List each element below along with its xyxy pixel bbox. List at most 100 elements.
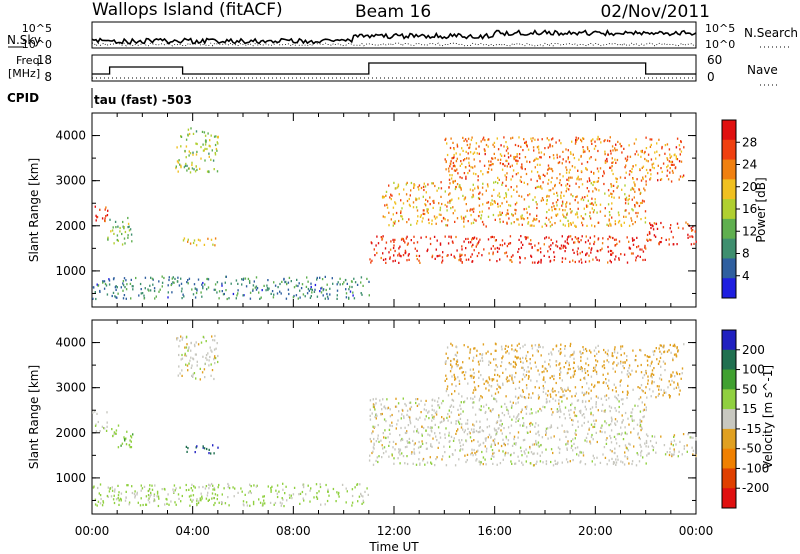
scatter-cell [498, 375, 501, 378]
scatter-cell [474, 386, 476, 389]
scatter-cell [530, 367, 532, 370]
scatter-cell [501, 244, 504, 247]
scatter-cell [578, 241, 580, 244]
scatter-cell [519, 257, 521, 260]
scatter-cell [465, 177, 467, 180]
scatter-cell [567, 236, 569, 239]
scatter-cell [197, 501, 200, 505]
scatter-cell [507, 426, 510, 429]
scatter-cell [138, 294, 140, 297]
scatter-cell [568, 171, 570, 174]
scatter-cell [406, 221, 408, 224]
scatter-cell [608, 379, 610, 382]
scatter-cell [126, 484, 128, 487]
scatter-cell [124, 242, 126, 245]
scatter-cell [171, 277, 173, 280]
scatter-cell [452, 206, 454, 209]
scatter-cell [551, 145, 554, 148]
scatter-cell [656, 172, 659, 175]
scatter-cell [222, 293, 225, 296]
scatter-cell [99, 290, 101, 293]
scatter-cell [409, 418, 411, 421]
scatter-cell [297, 297, 299, 300]
scatter-cell [645, 136, 647, 139]
scatter-cell [661, 147, 663, 150]
scatter-cell [624, 455, 626, 458]
scatter-cell [100, 497, 102, 501]
scatter-cell [525, 448, 527, 451]
scatter-cell [457, 197, 460, 200]
scatter-cell [597, 409, 599, 412]
scatter-cell [642, 409, 645, 412]
scatter-cell [651, 372, 653, 375]
scatter-cell [561, 395, 563, 399]
scatter-cell [433, 199, 435, 202]
nsky-series [91, 28, 697, 45]
scatter-cell [125, 490, 127, 493]
scatter-cell [449, 199, 451, 202]
scatter-cell [410, 405, 413, 409]
scatter-cell [596, 456, 598, 459]
scatter-cell [250, 491, 252, 495]
scatter-cell [412, 201, 415, 204]
scatter-cell [135, 276, 137, 280]
scatter-cell [507, 409, 509, 412]
scatter-cell [488, 389, 490, 392]
scatter-cell [460, 254, 462, 257]
scatter-cell [494, 342, 497, 345]
scatter-cell [566, 187, 568, 190]
colorbar-tick-label: 16 [742, 202, 757, 216]
scatter-cell [192, 373, 194, 376]
scatter-cell [647, 153, 650, 156]
scatter-cell [622, 365, 624, 368]
scatter-cell [281, 280, 283, 283]
scatter-cell [463, 198, 465, 201]
scatter-cell [140, 497, 142, 500]
scatter-cell [603, 140, 605, 143]
scatter-cell [670, 351, 672, 354]
scatter-cell [634, 204, 636, 207]
scatter-cell [616, 242, 618, 245]
colorbar-tick-label: 8 [742, 247, 750, 261]
scatter-cell [588, 150, 590, 153]
scatter-cell [664, 453, 667, 456]
scatter-cell [632, 165, 634, 168]
scatter-cell [634, 205, 636, 208]
scatter-cell [148, 289, 150, 292]
scatter-cell [507, 212, 509, 215]
scatter-cell [473, 389, 475, 392]
scatter-cell [478, 192, 480, 195]
scatter-cell [660, 167, 662, 170]
scatter-cell [586, 146, 589, 149]
scatter-cell [586, 205, 589, 208]
scatter-cell [408, 203, 411, 206]
scatter-cell [490, 164, 492, 167]
scatter-cell [176, 338, 178, 341]
scatter-cell [96, 504, 98, 507]
scatter-cell [669, 395, 671, 398]
date-title: 02/Nov/2011 [600, 2, 710, 22]
scatter-cell [607, 372, 609, 375]
scatter-cell [482, 463, 484, 466]
scatter-cell [208, 152, 210, 155]
scatter-cell [188, 150, 190, 153]
scatter-cell [103, 427, 105, 430]
scatter-cell [179, 486, 181, 489]
scatter-cell [546, 172, 548, 175]
scatter-cell [425, 429, 427, 432]
scatter-cell [398, 451, 400, 454]
scatter-cell [175, 165, 177, 168]
scatter-cell [262, 495, 264, 498]
scatter-cell [436, 400, 439, 403]
scatter-cell [543, 376, 545, 379]
scatter-cell [501, 202, 503, 205]
scatter-cell [153, 493, 156, 496]
scatter-cell [178, 353, 180, 357]
scatter-cell [331, 277, 333, 280]
scatter-cell [630, 415, 632, 418]
scatter-cell [583, 348, 585, 351]
scatter-cell [615, 461, 618, 464]
scatter-cell [415, 463, 418, 466]
scatter-cell [560, 410, 562, 413]
scatter-cell [406, 462, 409, 466]
